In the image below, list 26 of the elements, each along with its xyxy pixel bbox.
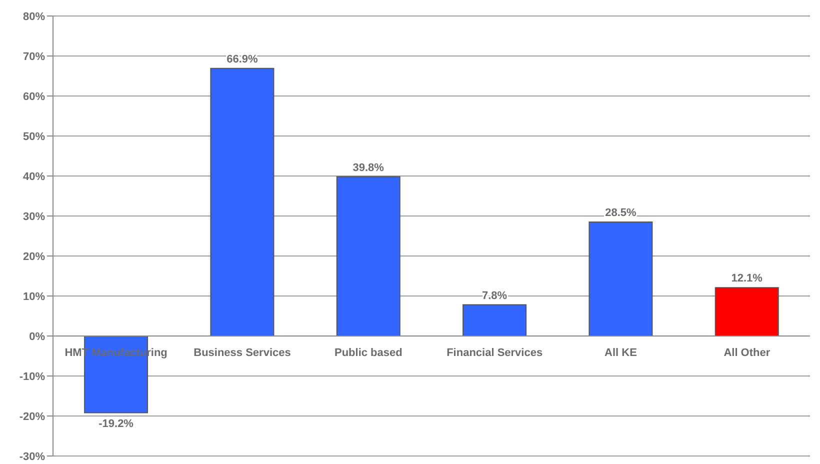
y-tick-label: 0% [29,330,46,343]
x-tick-label: Public based [334,347,402,359]
y-tick-label: 20% [22,250,46,263]
data-label: 12.1% [731,272,763,285]
x-tick-label: Financial Services [446,347,543,359]
data-label: 66.9% [226,53,258,66]
bar [336,176,400,336]
y-tick-label: 80% [22,10,46,23]
y-tick-label: 40% [22,170,46,183]
y-tick-label: -20% [19,410,46,423]
y-tick-label: 10% [22,290,46,303]
bar [588,222,653,336]
data-label: -19.2% [98,418,134,430]
bar [462,304,527,336]
y-tick-label: 50% [22,130,46,143]
x-tick-label: All KE [604,347,637,359]
x-tick-label: All Other [724,347,771,359]
y-tick-label: 30% [22,210,46,223]
data-label: 39.8% [352,162,384,174]
y-tick-label: -10% [19,370,46,383]
y-tick-label: 70% [22,50,46,63]
x-tick-label: Business Services [194,347,291,359]
bar [210,68,274,336]
y-tick-label: 60% [22,90,46,103]
bar [714,287,779,336]
y-tick-label: -30% [19,450,46,463]
